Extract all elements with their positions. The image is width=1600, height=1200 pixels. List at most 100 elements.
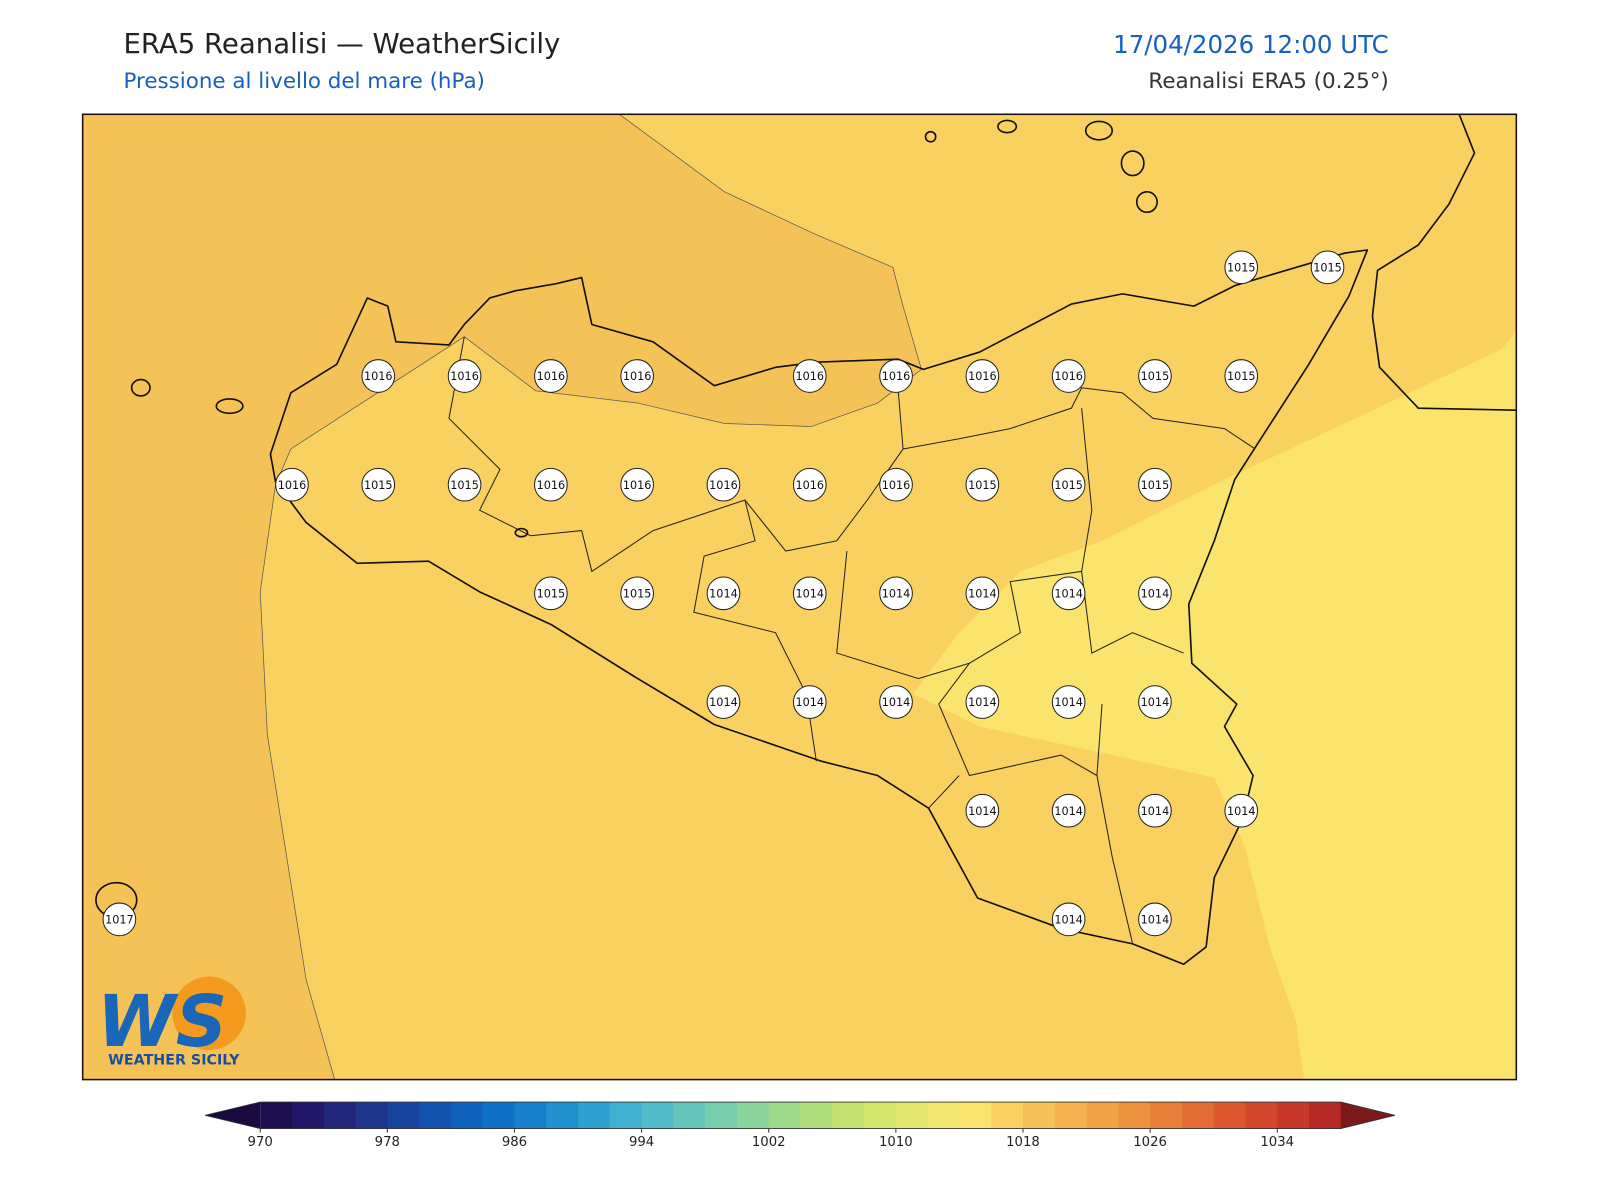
station-value: 1014	[968, 805, 997, 818]
station-value: 1016	[968, 370, 997, 383]
colorbar-cell	[546, 1102, 579, 1129]
station-marker	[706, 467, 741, 502]
station-marker	[706, 685, 741, 719]
station-value: 1016	[623, 370, 652, 383]
station-value: 1016	[795, 479, 824, 492]
station-marker	[792, 359, 827, 393]
coastline	[269, 249, 1369, 966]
logo-sun	[172, 976, 246, 1050]
colorbar-cell	[768, 1102, 802, 1129]
station-marker	[879, 685, 913, 719]
station-marker	[1138, 793, 1172, 828]
station-value: 1014	[1054, 587, 1083, 600]
station-value: 1014	[709, 696, 738, 709]
station-marker	[534, 467, 568, 502]
colorbar-cell	[578, 1102, 611, 1129]
station-value: 1016	[882, 370, 911, 383]
station-marker	[792, 467, 827, 502]
colorbar-cell	[514, 1102, 547, 1129]
colorbar-tick-label: 1010	[879, 1135, 913, 1150]
station-marker	[620, 467, 654, 502]
station-value: 1016	[450, 370, 479, 383]
station-marker	[620, 359, 654, 393]
station-value: 1016	[364, 370, 393, 383]
station-marker	[361, 359, 396, 393]
colorbar-under	[205, 1102, 261, 1129]
colorbar-tick-label: 986	[502, 1135, 527, 1150]
colorbar-tick-label: 1018	[1006, 1135, 1040, 1150]
station-value: 1015	[1227, 261, 1256, 274]
colorbar-cell	[450, 1102, 484, 1129]
logo: WS WEATHER SICILY	[97, 976, 246, 1068]
station-value: 1016	[795, 370, 824, 383]
colorbar-tick-label: 1002	[752, 1135, 786, 1150]
station-value: 1014	[795, 587, 824, 600]
station-marker	[965, 359, 1000, 393]
station-marker	[534, 576, 568, 611]
colorbar-cell	[260, 1102, 293, 1129]
station-marker	[792, 576, 827, 611]
station-marker	[1138, 902, 1172, 937]
station-marker	[1138, 685, 1172, 719]
colorbar-outline	[205, 1101, 1395, 1129]
station-value: 1014	[1054, 696, 1083, 709]
station-marker	[1051, 576, 1086, 611]
colorbar-cell	[705, 1102, 738, 1129]
station-value: 1014	[1141, 913, 1170, 926]
colorbar-cell	[991, 1102, 1024, 1129]
colorbar-cell	[387, 1102, 420, 1129]
station-value: 1016	[623, 479, 652, 492]
map-frame	[81, 113, 1518, 1081]
station-value: 1014	[1141, 805, 1170, 818]
colorbar-cell	[1277, 1102, 1310, 1129]
station-marker	[965, 576, 1000, 611]
title: ERA5 Reanalisi — WeatherSicily	[123, 28, 560, 60]
station-value: 1014	[1141, 587, 1170, 600]
colorbar-tick-label: 970	[248, 1135, 273, 1150]
station-value: 1015	[1227, 370, 1256, 383]
station-value: 1015	[1141, 479, 1170, 492]
logo-initials: WS	[97, 980, 227, 1063]
station-marker	[102, 902, 137, 937]
station-value: 1015	[1313, 261, 1342, 274]
station-value: 1015	[623, 587, 652, 600]
station-value: 1015	[364, 479, 393, 492]
station-marker	[1224, 359, 1259, 393]
station-marker	[361, 467, 396, 502]
field-1016	[82, 114, 922, 1080]
station-marker	[1310, 250, 1345, 285]
colorbar-cell	[832, 1102, 865, 1129]
station-marker	[1051, 685, 1086, 719]
colorbar-cell	[1022, 1102, 1056, 1129]
station-marker	[1051, 902, 1086, 937]
station-value: 1016	[1054, 370, 1083, 383]
station-value: 1015	[450, 479, 479, 492]
islands	[95, 119, 1158, 919]
map: 1015 1015 1016 1016 1016 1016 1016 1016 1016 1016…	[81, 113, 1518, 1081]
station-value: 1014	[968, 587, 997, 600]
colorbar-cell	[673, 1102, 706, 1129]
station-marker	[965, 793, 1000, 828]
station-value: 1014	[968, 696, 997, 709]
station-marker	[1051, 359, 1086, 393]
station-marker	[620, 576, 654, 611]
colorbar-cell	[1181, 1102, 1215, 1129]
colorbar-tick-label: 1026	[1133, 1135, 1167, 1150]
station-value: 1015	[1141, 370, 1170, 383]
station-value: 1014	[882, 696, 911, 709]
province-borders	[448, 336, 1256, 944]
station-marker	[534, 359, 568, 393]
logo-name: WEATHER SICILY	[108, 1052, 240, 1068]
station-value: 1016	[709, 479, 738, 492]
station-value: 1014	[709, 587, 738, 600]
station-value: 1015	[537, 587, 566, 600]
colorbar-cell	[355, 1102, 388, 1129]
colorbar-over	[1340, 1102, 1395, 1129]
station-value: 1014	[1141, 696, 1170, 709]
colorbar-cell	[323, 1102, 357, 1129]
colorbar-cell	[736, 1102, 770, 1129]
colorbar-cell	[1086, 1102, 1119, 1129]
station-marker	[447, 467, 482, 502]
station-value: 1014	[795, 696, 824, 709]
station-value: 1016	[278, 479, 307, 492]
